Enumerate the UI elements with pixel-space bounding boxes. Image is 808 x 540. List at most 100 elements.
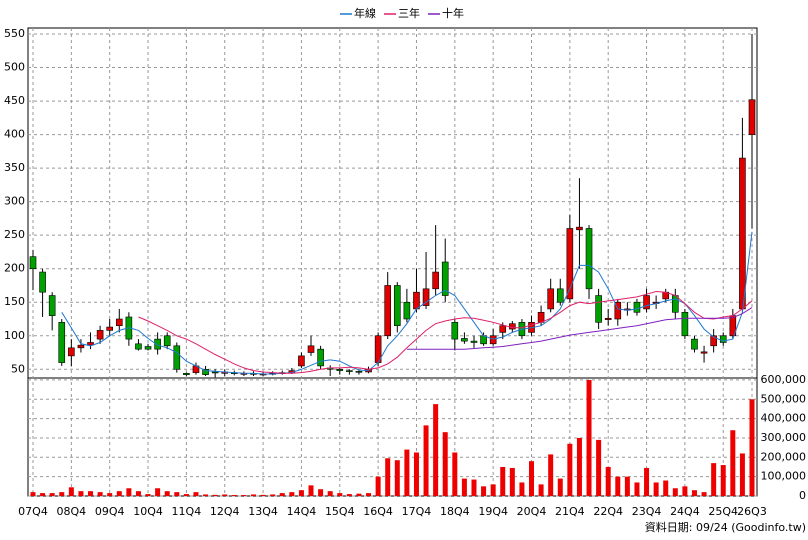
volume-bar bbox=[40, 493, 46, 496]
volume-bar bbox=[49, 493, 55, 496]
x-tick-label: 23Q4 bbox=[632, 505, 662, 518]
ma-line bbox=[406, 307, 753, 350]
x-tick-label: 26Q3 bbox=[737, 505, 767, 518]
volume-bar bbox=[481, 486, 487, 496]
candle-body bbox=[48, 295, 56, 316]
y-tick-label: 50 bbox=[11, 362, 25, 375]
candle-body bbox=[144, 346, 152, 350]
y-tick-label: 400 bbox=[4, 128, 25, 141]
volume-bar bbox=[212, 494, 218, 496]
y-tick-label: 300 bbox=[4, 195, 25, 208]
volume-bar bbox=[509, 467, 515, 496]
candle-body bbox=[576, 226, 583, 231]
y2-tick-label: 200,000 bbox=[761, 450, 807, 463]
candle-body bbox=[68, 347, 75, 357]
candle-body bbox=[585, 228, 593, 290]
volume-bar bbox=[327, 491, 333, 496]
x-tick-label: 13Q4 bbox=[248, 505, 278, 518]
x-tick-label: 11Q4 bbox=[172, 505, 202, 518]
volume-bar bbox=[289, 492, 295, 496]
volume-bar bbox=[298, 490, 304, 496]
candle-body bbox=[77, 344, 85, 349]
volume-bar bbox=[250, 494, 256, 496]
legend-label: 年線 bbox=[354, 6, 376, 20]
y-tick-label: 250 bbox=[4, 228, 25, 241]
volume-bar bbox=[691, 490, 697, 496]
y-tick-label: 200 bbox=[4, 262, 25, 275]
candle-body bbox=[39, 271, 46, 293]
y-tick-label: 550 bbox=[4, 27, 25, 40]
x-tick-label: 08Q4 bbox=[57, 505, 87, 518]
y-tick-label: 450 bbox=[4, 94, 25, 107]
candle-body bbox=[307, 345, 315, 353]
candle-body bbox=[537, 311, 545, 323]
candle-body bbox=[633, 301, 641, 313]
candle-body bbox=[336, 368, 344, 371]
plot-frame bbox=[27, 27, 758, 497]
volume-bar bbox=[404, 449, 410, 496]
volume-bar bbox=[30, 492, 36, 496]
candle-body bbox=[317, 348, 324, 367]
volume-bar bbox=[423, 425, 429, 496]
candle-body bbox=[393, 285, 401, 327]
candle-body bbox=[298, 355, 305, 367]
volume-bar bbox=[720, 465, 726, 496]
candle-body bbox=[422, 288, 430, 306]
y-tick-label: 500 bbox=[4, 61, 25, 74]
x-tick-label: 21Q4 bbox=[555, 505, 585, 518]
x-tick-label: 10Q4 bbox=[133, 505, 163, 518]
y-tick-label: 150 bbox=[4, 295, 25, 308]
y2-tick-label: 400,000 bbox=[761, 412, 807, 425]
volume-bar bbox=[433, 404, 439, 496]
volume-bar bbox=[375, 476, 381, 496]
x-tick-label: 20Q4 bbox=[517, 505, 547, 518]
volume-bar bbox=[135, 491, 141, 496]
candle-body bbox=[96, 330, 104, 340]
volume-bar bbox=[682, 486, 688, 496]
candle-body bbox=[470, 340, 478, 343]
volume-bar bbox=[88, 491, 94, 496]
volume-bar bbox=[529, 461, 535, 496]
volume-bar bbox=[500, 466, 506, 496]
volume-bar bbox=[318, 489, 324, 496]
volume-bar bbox=[442, 432, 448, 496]
y2-tick-label: 500,000 bbox=[761, 392, 807, 405]
candle-body bbox=[173, 345, 181, 370]
candle-body bbox=[681, 311, 689, 337]
volume-bar bbox=[701, 492, 707, 496]
volume-bar bbox=[279, 493, 285, 496]
volume-bar bbox=[596, 439, 602, 496]
volume-bar bbox=[337, 493, 343, 496]
candle-body bbox=[499, 325, 507, 333]
volume-bar bbox=[231, 495, 237, 496]
candle-body bbox=[691, 338, 698, 350]
volume-bar bbox=[116, 491, 122, 496]
candle-body bbox=[710, 335, 717, 347]
y-tick-label: 100 bbox=[4, 329, 25, 342]
candle-body bbox=[556, 288, 564, 303]
volume-bar bbox=[145, 494, 151, 496]
x-tick-label: 22Q4 bbox=[593, 505, 623, 518]
candle-body bbox=[413, 291, 420, 310]
volume-bar bbox=[155, 488, 161, 496]
legend-label: 十年 bbox=[442, 6, 464, 20]
volume-bar bbox=[183, 494, 189, 496]
volume-bar bbox=[749, 399, 755, 496]
candle-body bbox=[58, 322, 66, 363]
candle-body bbox=[154, 338, 161, 350]
volume-bar bbox=[739, 453, 745, 496]
volume-bar bbox=[672, 488, 678, 496]
volume-bar bbox=[164, 491, 170, 496]
candle-body bbox=[566, 228, 574, 300]
ma-line bbox=[61, 231, 753, 375]
candle-body bbox=[183, 373, 190, 375]
volume-bar bbox=[461, 478, 467, 496]
candle-body bbox=[135, 343, 142, 350]
volume-bar bbox=[270, 494, 276, 496]
source-note: 資料日期: 09/24 (Goodinfo.tw) bbox=[645, 520, 806, 534]
x-tick-label: 15Q4 bbox=[325, 505, 355, 518]
volume-bar bbox=[711, 463, 717, 496]
volume-bar bbox=[663, 480, 669, 496]
volume-bar bbox=[97, 492, 103, 496]
